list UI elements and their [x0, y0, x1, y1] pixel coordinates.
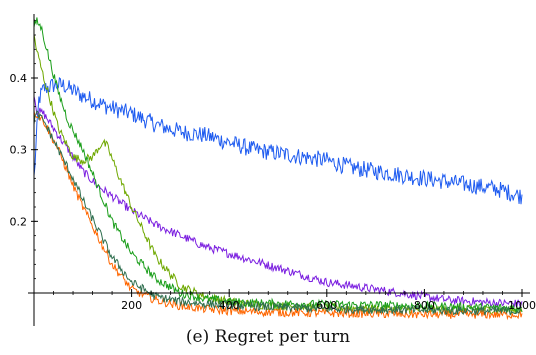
series-line-4 [33, 17, 523, 313]
x-tick-label: 600 [316, 299, 337, 312]
series-line-5 [33, 110, 523, 321]
x-tick-label: 200 [121, 299, 142, 312]
y-tick-label: 0.3 [10, 144, 28, 157]
series-line-2 [33, 96, 523, 308]
y-tick-label: 0.4 [10, 72, 28, 85]
series-line-1 [33, 77, 523, 205]
x-tick-label: 1000 [508, 299, 536, 312]
series-line-3 [33, 34, 523, 315]
regret-chart: 200 400 600 800 1000 0.2 0.3 0.4 [10, 14, 536, 326]
series-layer [33, 17, 523, 321]
figure-caption: (e) Regret per turn [185, 327, 351, 347]
series-line-6 [33, 110, 523, 316]
axes-layer: 200 400 600 800 1000 0.2 0.3 0.4 [10, 14, 536, 326]
x-tick-label: 800 [414, 299, 435, 312]
x-tick-label: 400 [219, 299, 240, 312]
y-tick-label: 0.2 [10, 215, 28, 228]
